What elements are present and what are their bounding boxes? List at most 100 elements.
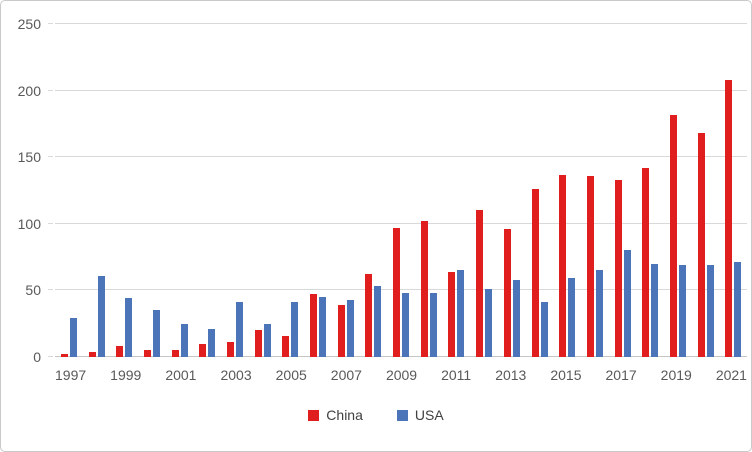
y-tick-50 [48, 289, 53, 291]
y-axis-label-50: 50 [25, 282, 41, 299]
year-group-2002 [193, 24, 221, 357]
bar-china-2008 [365, 274, 373, 357]
bar-china-2003 [226, 342, 234, 357]
year-group-2008 [360, 24, 388, 357]
bar-china-2010 [420, 221, 428, 357]
year-group-2003 [221, 24, 249, 357]
bar-china-2014 [531, 189, 539, 357]
bar-china-2005 [282, 335, 290, 357]
year-group-2005 [277, 24, 305, 357]
bar-china-2018 [642, 167, 650, 357]
gridline-150 [48, 156, 747, 158]
legend-item-china: China [308, 407, 363, 423]
legend-swatch-usa [396, 409, 408, 421]
bar-china-2001 [171, 350, 179, 357]
x-axis-slot-2011: 2011 [441, 367, 472, 383]
year-group-2010 [415, 24, 443, 357]
year-group-2011 [443, 24, 471, 357]
y-axis-label-200: 200 [17, 82, 41, 99]
y-tick-250 [48, 23, 53, 24]
year-group-2019 [664, 24, 692, 357]
bar-usa-2014 [540, 302, 548, 357]
bar-usa-2020 [706, 265, 714, 357]
bar-china-2009 [393, 227, 401, 357]
x-axis-slot-2021: 2021 [715, 367, 747, 383]
x-axis-slot-2008 [362, 365, 386, 385]
y-axis: 0 50 100 150 200 250 [1, 16, 47, 365]
bar-china-2004 [254, 330, 262, 357]
x-axis: 1997 1999 2001 2003 2005 2007 2009 2011 2013 2015… [55, 365, 747, 385]
x-axis-slot-2018 [637, 365, 661, 385]
bar-china-1997 [60, 354, 68, 357]
x-axis-slot-2000 [141, 365, 165, 385]
bar-usa-2007 [346, 299, 354, 357]
bar-usa-2002 [208, 329, 216, 357]
bar-usa-2013 [512, 279, 520, 357]
year-group-2015 [553, 24, 581, 357]
bar-usa-2005 [291, 302, 299, 357]
bar-usa-2006 [319, 297, 327, 357]
bar-china-2016 [586, 175, 594, 357]
y-tick-150 [48, 156, 53, 158]
year-group-2009 [387, 24, 415, 357]
gridline-100 [48, 222, 747, 224]
bar-china-2006 [310, 294, 318, 357]
bar-usa-1998 [97, 275, 105, 357]
y-tick-100 [48, 222, 53, 224]
x-axis-slot-2002 [196, 365, 220, 385]
year-group-2001 [166, 24, 194, 357]
bar-usa-2010 [429, 293, 437, 357]
bars-row [55, 24, 747, 357]
bar-china-2007 [337, 305, 345, 357]
year-group-2014 [526, 24, 554, 357]
legend-label-china: China [326, 407, 363, 423]
legend-swatch-china [308, 409, 320, 421]
x-axis-slot-2016 [582, 365, 606, 385]
gridline-200 [48, 89, 747, 91]
year-group-2017 [609, 24, 637, 357]
year-group-1998 [83, 24, 111, 357]
legend: China USA [1, 407, 751, 423]
y-tick-0 [48, 356, 53, 357]
bar-usa-1999 [125, 298, 133, 357]
legend-label-usa: USA [414, 407, 444, 423]
y-tick-200 [48, 89, 53, 91]
y-axis-label-0: 0 [33, 349, 41, 365]
bar-usa-2001 [180, 323, 188, 357]
x-axis-slot-2001: 2001 [165, 367, 197, 383]
y-axis-label-150: 150 [17, 149, 41, 166]
bar-china-2002 [199, 343, 207, 357]
x-axis-slot-2007: 2007 [330, 367, 362, 383]
bar-usa-2003 [235, 302, 243, 357]
bar-usa-2009 [402, 293, 410, 357]
bar-usa-2018 [651, 263, 659, 357]
x-axis-slot-2003: 2003 [220, 367, 252, 383]
bar-china-2020 [697, 133, 705, 357]
bar-usa-2000 [152, 310, 160, 357]
x-axis-slot-2006 [307, 365, 331, 385]
year-group-1997 [55, 24, 83, 357]
year-group-1999 [110, 24, 138, 357]
year-group-2013 [498, 24, 526, 357]
year-group-2016 [581, 24, 609, 357]
x-axis-slot-2020 [692, 365, 716, 385]
gridline-0 [48, 356, 747, 357]
year-group-2021 [720, 24, 748, 357]
x-axis-slot-2013: 2013 [495, 367, 527, 383]
bar-china-2015 [559, 174, 567, 357]
year-group-2004 [249, 24, 277, 357]
x-axis-slot-2010 [417, 365, 441, 385]
bar-usa-2019 [678, 265, 686, 357]
year-group-2018 [636, 24, 664, 357]
bar-usa-2021 [734, 262, 742, 357]
bar-china-2013 [503, 229, 511, 357]
gridline-50 [48, 289, 747, 291]
y-axis-label-250: 250 [17, 16, 41, 32]
x-axis-slot-2004 [252, 365, 276, 385]
plot-area [48, 23, 747, 357]
x-axis-slot-2014 [526, 365, 550, 385]
x-axis-slot-2009: 2009 [385, 367, 418, 383]
bar-china-2012 [476, 210, 484, 357]
bar-usa-2016 [595, 270, 603, 357]
